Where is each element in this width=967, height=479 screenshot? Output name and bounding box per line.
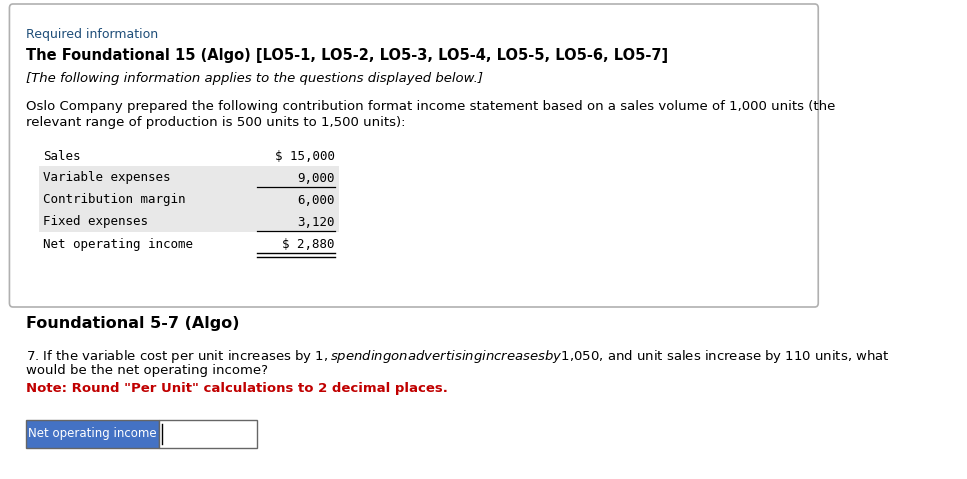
FancyBboxPatch shape (10, 4, 818, 307)
Bar (39, 166, 338, 188)
Text: Net operating income: Net operating income (28, 427, 157, 441)
Text: 3,120: 3,120 (297, 216, 335, 228)
Text: [The following information applies to the questions displayed below.]: [The following information applies to th… (26, 72, 483, 85)
Text: would be the net operating income?: would be the net operating income? (26, 364, 268, 377)
Text: 6,000: 6,000 (297, 194, 335, 206)
Text: Sales: Sales (43, 149, 80, 162)
Text: Fixed expenses: Fixed expenses (43, 216, 148, 228)
Bar (39, 210, 338, 232)
Text: $ 15,000: $ 15,000 (275, 149, 335, 162)
Text: Contribution margin: Contribution margin (43, 194, 186, 206)
Text: Oslo Company prepared the following contribution format income statement based o: Oslo Company prepared the following cont… (26, 100, 835, 113)
Bar (39, 188, 338, 210)
Bar (159, 420, 257, 448)
Text: 9,000: 9,000 (297, 171, 335, 184)
Text: Foundational 5-7 (Algo): Foundational 5-7 (Algo) (26, 316, 239, 331)
Text: relevant range of production is 500 units to 1,500 units):: relevant range of production is 500 unit… (26, 116, 405, 129)
Text: Variable expenses: Variable expenses (43, 171, 170, 184)
Bar (26, 420, 159, 448)
Text: The Foundational 15 (Algo) [LO5-1, LO5-2, LO5-3, LO5-4, LO5-5, LO5-6, LO5-7]: The Foundational 15 (Algo) [LO5-1, LO5-2… (26, 48, 668, 63)
Text: Note: Round "Per Unit" calculations to 2 decimal places.: Note: Round "Per Unit" calculations to 2… (26, 382, 448, 395)
Text: $ 2,880: $ 2,880 (282, 238, 335, 251)
Text: Net operating income: Net operating income (43, 238, 192, 251)
Text: 7. If the variable cost per unit increases by $1, spending on advertising increa: 7. If the variable cost per unit increas… (26, 348, 890, 365)
Text: Required information: Required information (26, 28, 158, 41)
